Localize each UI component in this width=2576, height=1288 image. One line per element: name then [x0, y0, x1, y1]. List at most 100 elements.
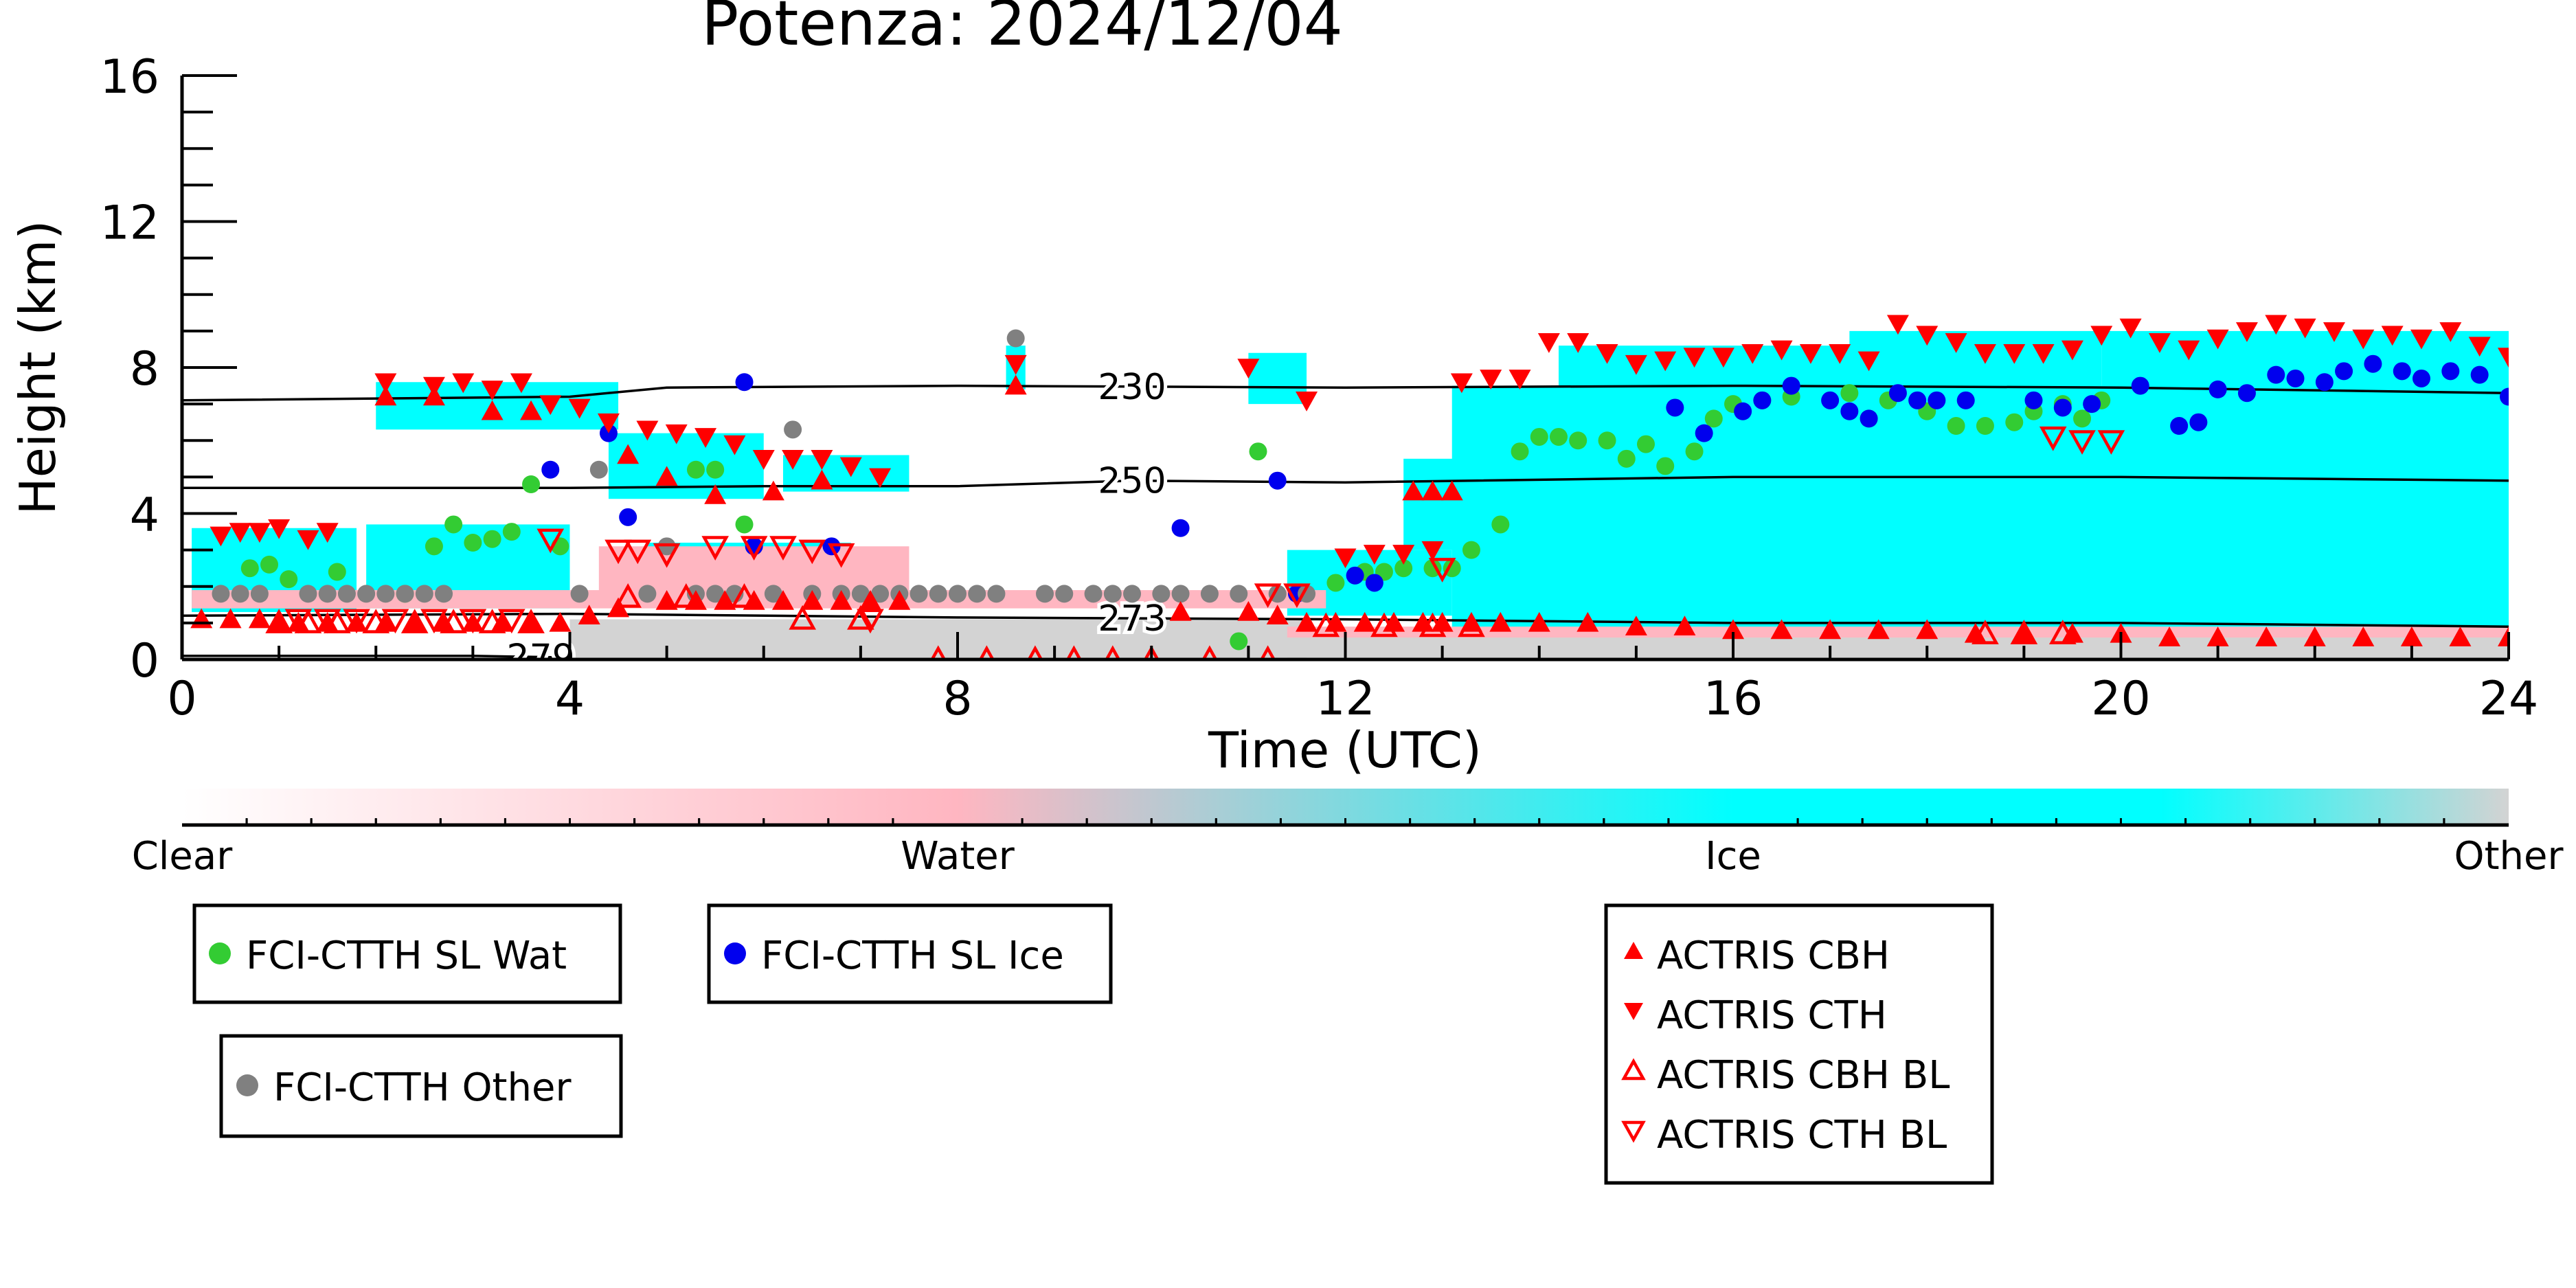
point-4-61 — [2352, 329, 2375, 350]
contour-label-250: 250 — [1098, 461, 1166, 502]
point-3-44 — [1867, 619, 1890, 640]
point-3-46 — [1964, 622, 1987, 643]
point-6-22 — [2097, 430, 2125, 455]
point-4-26 — [1334, 548, 1357, 569]
point-0-47 — [2073, 409, 2092, 428]
point-2-9 — [415, 585, 433, 603]
point-3-37 — [1528, 611, 1550, 632]
point-6-11 — [701, 536, 730, 561]
point-5-7 — [517, 609, 545, 633]
point-4-19 — [782, 450, 804, 470]
point-0-33 — [1685, 442, 1704, 461]
contour-label-273: 273 — [1098, 598, 1166, 640]
point-6-17 — [1254, 583, 1282, 609]
point-3-42 — [1770, 619, 1793, 640]
point-6-21 — [2068, 430, 2096, 455]
point-3-24 — [888, 590, 911, 610]
legend-marker-ice — [724, 942, 746, 964]
point-5-9 — [673, 583, 700, 608]
point-1-20 — [1908, 391, 1927, 409]
x-tick-label: 8 — [942, 672, 972, 726]
x-tick-label: 20 — [2091, 672, 2151, 726]
point-0-14 — [735, 515, 754, 534]
point-6-12 — [740, 536, 768, 561]
colorbar-label-ice: Ice — [1705, 834, 1761, 879]
x-tick-label: 4 — [555, 672, 585, 726]
point-1-29 — [2208, 380, 2227, 398]
point-6-14 — [798, 539, 826, 565]
point-4-27 — [1363, 545, 1386, 565]
point-3-31 — [1353, 611, 1376, 632]
point-3-64 — [704, 484, 727, 504]
point-2-5 — [337, 585, 356, 603]
point-0-38 — [1840, 384, 1859, 403]
point-0-6 — [444, 515, 463, 534]
point-4-0 — [210, 526, 232, 547]
point-4-25 — [1296, 392, 1318, 411]
point-4-32 — [1509, 370, 1531, 389]
legend-marker-cth — [1624, 1003, 1643, 1020]
point-1-28 — [2189, 413, 2208, 431]
point-1-37 — [2412, 369, 2430, 387]
point-5-11 — [789, 605, 817, 630]
y-tick-label: 12 — [100, 196, 159, 251]
point-4-54 — [2148, 333, 2171, 353]
point-3-30 — [1324, 611, 1347, 632]
point-3-47 — [2013, 622, 2035, 643]
point-1-21 — [1928, 391, 1946, 409]
legend-label-water: FCI-CTTH SL Wat — [246, 934, 567, 978]
point-1-14 — [1753, 391, 1772, 409]
point-2-2 — [250, 585, 269, 603]
legend-marker-water — [209, 942, 231, 964]
point-2-31 — [1036, 585, 1054, 603]
point-2-1 — [231, 585, 249, 603]
point-3-53 — [2303, 626, 2326, 646]
point-4-57 — [2235, 322, 2258, 342]
point-5-27 — [2049, 620, 2077, 644]
point-2-26 — [929, 585, 947, 603]
point-5-0 — [265, 609, 293, 633]
point-1-6 — [1171, 519, 1190, 537]
axes: 0 4 8 12 16 20 24 0 4 8 12 16 — [100, 50, 2538, 726]
point-4-30 — [1450, 373, 1473, 394]
point-2-19 — [784, 420, 802, 439]
point-4-2 — [248, 523, 271, 543]
point-0-29 — [1598, 431, 1616, 450]
point-3-34 — [1431, 611, 1454, 632]
point-3-55 — [2400, 626, 2423, 646]
y-axis-label: Height (km) — [9, 221, 67, 515]
point-3-13 — [549, 611, 572, 632]
point-1-10 — [1365, 574, 1383, 592]
point-4-15 — [665, 424, 688, 444]
point-1-15 — [1782, 376, 1800, 395]
legend-box-actris — [1604, 903, 1994, 1185]
point-4-7 — [422, 376, 445, 397]
cloud-region-ice-7 — [1248, 352, 1307, 405]
point-3-68 — [1421, 480, 1444, 501]
point-6-2 — [343, 609, 370, 634]
point-2-36 — [1152, 585, 1171, 603]
point-6-5 — [459, 609, 487, 634]
point-3-6 — [346, 611, 368, 632]
point-4-51 — [2061, 340, 2083, 361]
point-4-9 — [481, 381, 504, 400]
point-3-11 — [490, 611, 513, 632]
point-4-34 — [1567, 333, 1590, 353]
point-6-7 — [536, 528, 565, 554]
legend-marker-cbh-bl — [1621, 1058, 1646, 1081]
point-4-58 — [2265, 315, 2287, 335]
point-0-44 — [2005, 413, 2024, 431]
point-1-18 — [1860, 409, 1878, 428]
point-1-0 — [541, 460, 560, 479]
point-1-19 — [1888, 384, 1907, 403]
point-0-31 — [1636, 435, 1655, 453]
point-3-65 — [762, 480, 784, 501]
point-5-12 — [847, 605, 874, 630]
point-2-10 — [435, 585, 453, 603]
cloud-classification-layer — [192, 330, 2509, 658]
point-2-33 — [1084, 585, 1103, 603]
point-3-18 — [714, 590, 736, 610]
point-1-25 — [2083, 395, 2101, 414]
point-1-26 — [2131, 376, 2149, 395]
y-tick-label: 4 — [130, 488, 159, 543]
